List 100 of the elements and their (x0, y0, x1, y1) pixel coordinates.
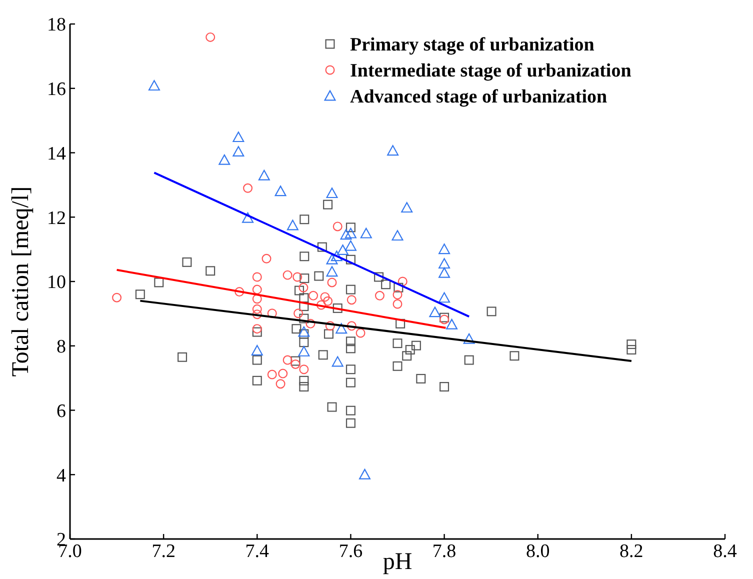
point (300, 214, 310, 224)
point (360, 228, 372, 238)
point (332, 303, 342, 313)
point (242, 212, 254, 223)
point (392, 230, 404, 241)
point (298, 346, 310, 356)
point (330, 250, 342, 262)
point (206, 266, 216, 276)
point (252, 310, 262, 320)
point (327, 402, 337, 412)
point (446, 318, 458, 330)
point (318, 350, 328, 360)
point (510, 351, 520, 361)
point (346, 222, 356, 232)
point (317, 242, 327, 252)
point (252, 294, 262, 304)
point (299, 364, 309, 374)
x-tick-label: 7.2 (152, 541, 176, 562)
point (299, 382, 309, 392)
point (178, 352, 188, 362)
point (429, 306, 441, 318)
point (292, 272, 302, 282)
point (252, 324, 262, 334)
point (486, 306, 496, 316)
x-tick-label: 8.2 (620, 541, 644, 562)
point (392, 290, 402, 300)
point (299, 338, 309, 348)
y-axis-title: Total cation [meq/l] (8, 186, 34, 377)
point (252, 272, 262, 282)
point (398, 276, 408, 286)
point (182, 257, 192, 267)
y-tick-label: 10 (47, 272, 66, 294)
point (274, 186, 286, 196)
point (394, 282, 404, 292)
point (306, 318, 316, 328)
point (298, 282, 308, 292)
point (324, 329, 334, 339)
point (626, 344, 636, 354)
point (374, 272, 384, 282)
point (346, 336, 356, 346)
point (405, 344, 415, 354)
x-tick-label: 7.4 (245, 541, 270, 562)
legend-label: Primary stage of urbanization (350, 34, 595, 56)
point (258, 170, 270, 180)
point (278, 368, 288, 378)
point (326, 188, 338, 198)
point (282, 355, 292, 365)
point (346, 378, 356, 388)
point (402, 351, 412, 361)
point (148, 80, 160, 91)
point (252, 284, 262, 294)
point (463, 333, 475, 344)
point (416, 374, 426, 384)
point (332, 222, 342, 232)
x-tick-label: 7.8 (432, 541, 456, 562)
point (326, 266, 338, 277)
point (346, 254, 356, 264)
y-tick-label: 6 (56, 400, 66, 422)
point (411, 340, 421, 350)
point (346, 406, 356, 416)
point (440, 382, 450, 392)
point (314, 271, 324, 281)
point (346, 418, 356, 428)
point (316, 300, 326, 310)
point (344, 240, 356, 251)
point (325, 321, 335, 331)
point (438, 267, 450, 278)
point (299, 376, 309, 386)
point (294, 286, 304, 296)
point (464, 355, 474, 365)
point (232, 132, 244, 142)
point (392, 299, 402, 309)
point (243, 183, 253, 193)
y-tick-label: 8 (56, 336, 66, 358)
point (294, 308, 304, 318)
point (346, 284, 356, 294)
point (356, 328, 366, 338)
point (252, 304, 262, 314)
point (326, 254, 338, 264)
point (438, 244, 450, 254)
point (359, 468, 370, 480)
point (323, 296, 333, 306)
x-tick-label: 7.6 (338, 541, 363, 562)
point (234, 287, 244, 297)
point (337, 244, 349, 256)
point (112, 292, 122, 302)
point (332, 356, 344, 367)
x-axis-title: pH (382, 549, 412, 575)
point (346, 344, 356, 354)
x-tick-label: 8.4 (713, 541, 738, 562)
point (401, 202, 413, 213)
point (438, 292, 450, 303)
point (252, 355, 262, 365)
point (206, 32, 216, 42)
point (252, 327, 262, 337)
point (154, 278, 164, 288)
legend-label: Advanced stage of urbanization (350, 86, 608, 108)
point (381, 280, 391, 290)
point (340, 229, 352, 240)
point (323, 200, 333, 210)
